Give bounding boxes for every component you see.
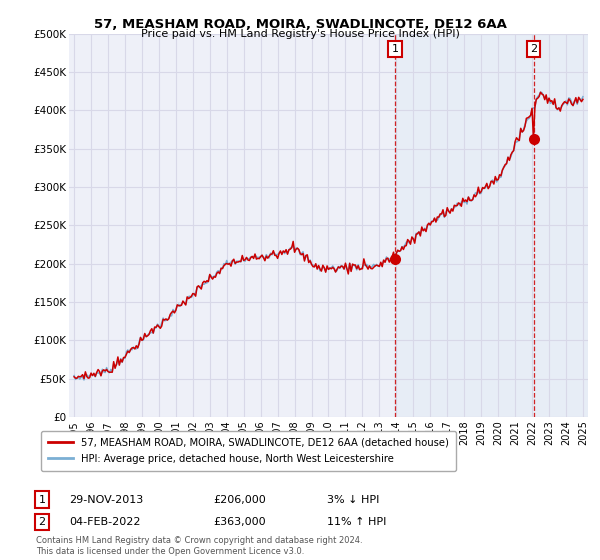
Text: 1: 1 <box>38 494 46 505</box>
Text: 57, MEASHAM ROAD, MOIRA, SWADLINCOTE, DE12 6AA: 57, MEASHAM ROAD, MOIRA, SWADLINCOTE, DE… <box>94 18 506 31</box>
Bar <box>395 34 592 417</box>
Text: 11% ↑ HPI: 11% ↑ HPI <box>327 517 386 527</box>
Text: 29-NOV-2013: 29-NOV-2013 <box>69 494 143 505</box>
Text: 3% ↓ HPI: 3% ↓ HPI <box>327 494 379 505</box>
Text: 1: 1 <box>391 44 398 54</box>
Text: 2: 2 <box>530 44 537 54</box>
Text: Price paid vs. HM Land Registry's House Price Index (HPI): Price paid vs. HM Land Registry's House … <box>140 29 460 39</box>
Text: £206,000: £206,000 <box>213 494 266 505</box>
Legend: 57, MEASHAM ROAD, MOIRA, SWADLINCOTE, DE12 6AA (detached house), HPI: Average pr: 57, MEASHAM ROAD, MOIRA, SWADLINCOTE, DE… <box>41 431 456 471</box>
Text: £363,000: £363,000 <box>213 517 266 527</box>
Text: Contains HM Land Registry data © Crown copyright and database right 2024.
This d: Contains HM Land Registry data © Crown c… <box>36 536 362 556</box>
Text: 2: 2 <box>38 517 46 527</box>
Text: 04-FEB-2022: 04-FEB-2022 <box>69 517 140 527</box>
